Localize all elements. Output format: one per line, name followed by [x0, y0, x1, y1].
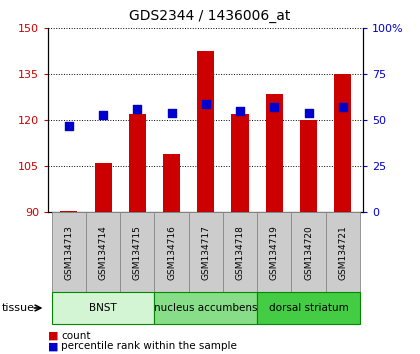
Bar	[257, 212, 291, 292]
Bar	[231, 114, 249, 212]
Text: GSM134716: GSM134716	[167, 225, 176, 280]
Bar	[129, 114, 146, 212]
Point	[134, 107, 141, 112]
Text: ■: ■	[48, 331, 59, 341]
Text: BNST: BNST	[89, 303, 117, 313]
Bar	[300, 120, 317, 212]
Text: GSM134713: GSM134713	[64, 225, 74, 280]
Text: nucleus accumbens: nucleus accumbens	[154, 303, 257, 313]
Text: GSM134719: GSM134719	[270, 225, 279, 280]
Text: GSM134718: GSM134718	[236, 225, 244, 280]
Bar	[266, 94, 283, 212]
Bar	[257, 292, 360, 324]
Point	[100, 112, 106, 118]
Text: GSM134714: GSM134714	[99, 225, 108, 280]
Bar	[155, 212, 189, 292]
Text: tissue: tissue	[2, 303, 35, 313]
Text: GSM134715: GSM134715	[133, 225, 142, 280]
Bar	[120, 212, 155, 292]
Bar	[189, 212, 223, 292]
Bar	[163, 154, 180, 212]
Bar	[86, 212, 120, 292]
Point	[168, 110, 175, 116]
Point	[202, 101, 209, 107]
Bar	[223, 212, 257, 292]
Point	[66, 123, 72, 129]
Bar	[52, 212, 86, 292]
Text: ■: ■	[48, 341, 59, 351]
Bar	[291, 212, 326, 292]
Bar	[94, 163, 112, 212]
Bar	[326, 212, 360, 292]
Bar	[52, 292, 155, 324]
Bar	[334, 74, 351, 212]
Point	[339, 105, 346, 110]
Bar	[155, 292, 257, 324]
Text: GSM134717: GSM134717	[201, 225, 210, 280]
Text: GSM134720: GSM134720	[304, 225, 313, 280]
Text: dorsal striatum: dorsal striatum	[269, 303, 349, 313]
Bar	[60, 211, 77, 212]
Text: count: count	[61, 331, 90, 341]
Point	[305, 110, 312, 116]
Point	[237, 108, 244, 114]
Text: percentile rank within the sample: percentile rank within the sample	[61, 341, 237, 351]
Text: GSM134721: GSM134721	[338, 225, 347, 280]
Text: GDS2344 / 1436006_at: GDS2344 / 1436006_at	[129, 9, 291, 23]
Point	[271, 105, 278, 110]
Bar	[197, 51, 214, 212]
